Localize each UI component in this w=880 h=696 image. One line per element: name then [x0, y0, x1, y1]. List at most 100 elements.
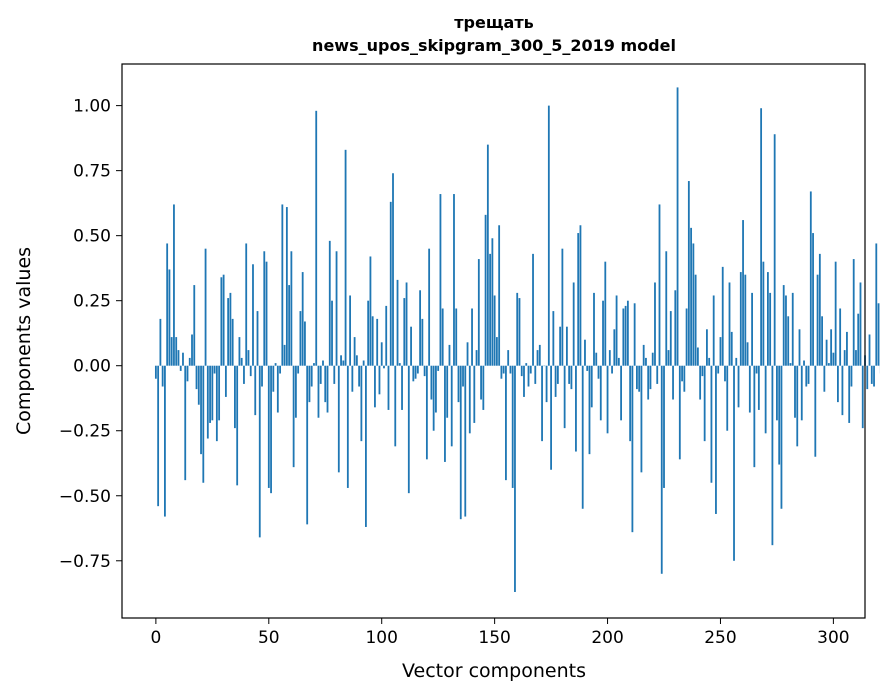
y-tick-label: −0.50 [59, 487, 111, 507]
bar [782, 285, 785, 366]
bar [687, 181, 690, 366]
bar [857, 313, 860, 366]
bar [333, 365, 336, 384]
bar [261, 365, 263, 387]
bar [157, 365, 160, 507]
bar [577, 233, 580, 366]
bar [385, 305, 388, 366]
bar [837, 365, 839, 403]
bar [855, 350, 857, 366]
bar [209, 365, 211, 423]
bar [502, 365, 505, 374]
bar [757, 365, 760, 410]
bar [859, 282, 862, 366]
bar [724, 365, 726, 382]
x-tick-label: 100 [365, 628, 397, 648]
bar [645, 357, 647, 366]
bar [852, 259, 855, 366]
x-tick-label: 200 [591, 628, 623, 648]
y-tick-label: 0.25 [73, 292, 111, 312]
bar [505, 365, 507, 481]
bar [489, 253, 492, 366]
bar [173, 204, 175, 366]
bar [620, 365, 622, 421]
bar [468, 365, 471, 434]
bar [398, 363, 401, 366]
bar [776, 365, 778, 421]
bar [617, 357, 620, 366]
bar [663, 365, 665, 488]
bar [814, 365, 817, 457]
bar [322, 360, 324, 366]
bar [685, 308, 688, 366]
bar [791, 292, 794, 366]
bar [780, 365, 783, 509]
bar [579, 225, 582, 366]
bar [744, 274, 747, 366]
bar [498, 225, 501, 366]
bar [633, 303, 636, 366]
bar [387, 365, 390, 410]
bar [331, 300, 333, 366]
bar [313, 363, 315, 366]
bar [830, 329, 833, 366]
bar [812, 233, 814, 366]
bar [525, 363, 528, 366]
bar [455, 308, 458, 366]
bar [832, 352, 835, 366]
bar [728, 282, 731, 366]
bar [224, 365, 227, 397]
bar [457, 365, 460, 403]
y-axis-ticks: −0.75 −0.50 −0.25 0.00 0.25 0.50 0.75 1.00 [59, 97, 122, 572]
bar [425, 365, 428, 460]
bar [310, 365, 313, 387]
bar [827, 363, 830, 366]
bar [800, 365, 803, 421]
bar [642, 344, 645, 366]
bar [365, 365, 367, 527]
bar [410, 326, 412, 366]
bar [523, 365, 525, 397]
bar [170, 337, 173, 366]
bar [520, 365, 523, 377]
x-tick-label: 300 [817, 628, 849, 648]
bar [423, 365, 426, 377]
bar [561, 248, 564, 366]
bar [760, 108, 763, 366]
bar [247, 350, 250, 366]
bar [676, 87, 679, 366]
bar [721, 266, 724, 366]
bar [462, 365, 464, 387]
bar [234, 365, 236, 429]
bar [518, 298, 521, 366]
bar [175, 337, 178, 366]
bar [249, 365, 252, 377]
bar [778, 365, 781, 465]
bar [834, 261, 837, 366]
bar [340, 355, 342, 366]
bar [491, 238, 494, 366]
bar [726, 365, 729, 431]
bar [317, 365, 320, 418]
bar [640, 365, 643, 473]
plot-frame [121, 63, 866, 619]
bar [227, 298, 230, 366]
bar [394, 365, 397, 447]
bar [611, 365, 613, 374]
bar [771, 365, 774, 546]
bar [514, 365, 516, 592]
bar [493, 295, 496, 366]
bar [437, 365, 440, 371]
bar [739, 272, 742, 366]
bar [636, 365, 638, 390]
bar [349, 295, 351, 366]
bar [405, 282, 408, 366]
bar [245, 243, 248, 366]
bar [430, 365, 433, 400]
bar [263, 251, 266, 366]
bar [389, 201, 392, 366]
bar [191, 334, 193, 366]
bar [335, 251, 338, 366]
bar [306, 365, 309, 525]
